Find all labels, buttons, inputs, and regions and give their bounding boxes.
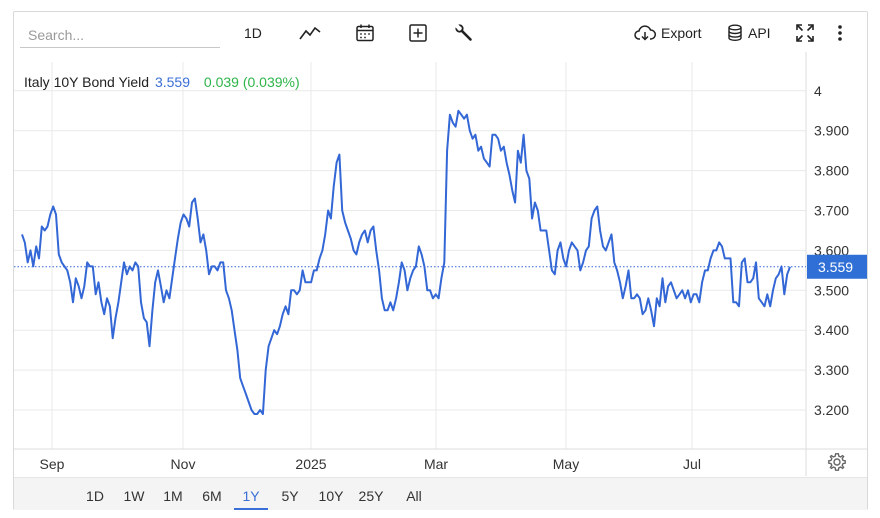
- range-button-25y[interactable]: 25Y: [358, 488, 384, 504]
- x-tick-label: Nov: [171, 456, 196, 472]
- range-button-6m[interactable]: 6M: [202, 488, 222, 504]
- last-value-tag-label: 3.559: [818, 259, 853, 275]
- y-tick-label: 3.400: [814, 322, 849, 338]
- chart-toolbar: 1D E: [14, 12, 867, 52]
- range-button-all[interactable]: All: [406, 488, 422, 504]
- cloud-download-icon: [634, 25, 656, 41]
- line-chart-icon: [299, 26, 321, 40]
- y-tick-label: 3.500: [814, 282, 849, 298]
- y-tick-label: 3.600: [814, 242, 849, 258]
- x-tick-label: 2025: [295, 456, 326, 472]
- y-tick-label: 3.800: [814, 163, 849, 179]
- range-button-1w[interactable]: 1W: [123, 488, 145, 504]
- database-icon: [728, 24, 742, 41]
- change-value: 0.039 (0.039%): [203, 74, 300, 90]
- more-vertical-icon: [838, 25, 842, 41]
- range-button-1y[interactable]: 1Y: [234, 484, 268, 510]
- range-button-1d[interactable]: 1D: [86, 488, 104, 504]
- x-tick-label: May: [553, 456, 579, 472]
- range-button-10y[interactable]: 10Y: [318, 488, 344, 504]
- search-input[interactable]: [20, 22, 220, 48]
- date-range-button[interactable]: [355, 20, 375, 46]
- x-tick-label: Sep: [40, 456, 65, 472]
- wrench-icon: [454, 23, 472, 41]
- x-tick-label: Mar: [424, 456, 448, 472]
- chart-legend: Italy 10Y Bond Yield 3.559 0.039 (0.039%…: [24, 74, 300, 90]
- y-tick-label: 4: [814, 83, 822, 99]
- fullscreen-icon: [796, 24, 814, 42]
- calendar-icon: [356, 24, 374, 42]
- last-value: 3.559: [154, 74, 190, 90]
- y-tick-label: 3.700: [814, 203, 849, 219]
- gear-icon[interactable]: [827, 452, 847, 472]
- x-tick-label: Jul: [683, 456, 701, 472]
- more-options-button[interactable]: [836, 20, 844, 46]
- interval-label: 1D: [244, 25, 262, 41]
- y-tick-label: 3.200: [814, 402, 849, 418]
- chart-type-button[interactable]: [299, 20, 321, 46]
- indicators-button[interactable]: [454, 20, 474, 46]
- last-value-tag: [807, 254, 867, 279]
- range-button-1m[interactable]: 1M: [163, 488, 183, 504]
- api-label: API: [748, 25, 771, 41]
- fullscreen-button[interactable]: [795, 20, 815, 46]
- plus-square-icon: [409, 24, 427, 42]
- export-button[interactable]: Export: [634, 20, 701, 46]
- series-line[interactable]: [21, 109, 791, 415]
- compare-button[interactable]: [408, 20, 428, 46]
- interval-button[interactable]: 1D: [244, 20, 262, 46]
- series-name: Italy 10Y Bond Yield: [24, 74, 150, 90]
- range-selector: 1D 1W 1M 6M 1Y 5Y 10Y 25Y All: [14, 477, 867, 510]
- export-label: Export: [661, 25, 702, 41]
- api-button[interactable]: API: [727, 20, 771, 46]
- y-tick-label: 3.300: [814, 362, 849, 378]
- chart-widget-frame: [13, 11, 868, 510]
- range-button-5y[interactable]: 5Y: [281, 488, 299, 504]
- y-tick-label: 3.900: [814, 123, 849, 139]
